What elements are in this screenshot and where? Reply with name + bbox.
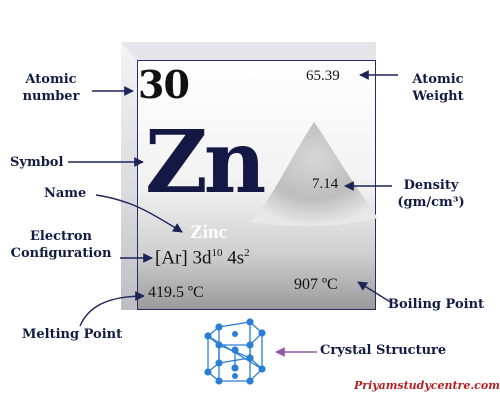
label-atomic-number: Atomic number (22, 72, 80, 104)
label-melting-point: Melting Point (22, 327, 123, 342)
melting-point-value: 419.5 ºC (148, 284, 204, 301)
label-density: Density (gm/cm³) (397, 178, 465, 210)
label-name: Name (44, 186, 87, 201)
label-atomic-weight: Atomic Weight (412, 72, 464, 104)
cube-top-face (121, 42, 376, 60)
electron-configuration-value: [Ar] 3d10 4s2 (155, 247, 250, 269)
boiling-point-value: 907 ºC (294, 276, 338, 293)
label-electron-configuration: Electron Configuration (10, 229, 112, 261)
arrow-name (95, 194, 183, 233)
label-symbol: Symbol (10, 155, 64, 170)
econfig-d-exponent: 10 (211, 247, 223, 259)
zinc-powder-image (250, 122, 378, 227)
econfig-s-exponent: 2 (244, 247, 250, 259)
cube-side-face (121, 42, 137, 310)
label-boiling-point: Boiling Point (388, 297, 485, 312)
arrow-boiling-point (357, 281, 393, 304)
econfig-s: 4s (222, 247, 245, 269)
label-crystal-structure: Crystal Structure (320, 343, 447, 358)
crystal-atoms (204, 318, 266, 385)
element-symbol: Zn (145, 112, 266, 213)
econfig-core: [Ar] 3d (155, 247, 212, 269)
atomic-number-value: 30 (138, 62, 190, 107)
element-name: Zinc (190, 222, 227, 243)
density-value: 7.14 (312, 176, 339, 192)
atomic-weight-value: 65.39 (306, 68, 340, 84)
arrow-melting-point (79, 291, 145, 327)
watermark: Priyamstudycentre.com (354, 379, 500, 392)
